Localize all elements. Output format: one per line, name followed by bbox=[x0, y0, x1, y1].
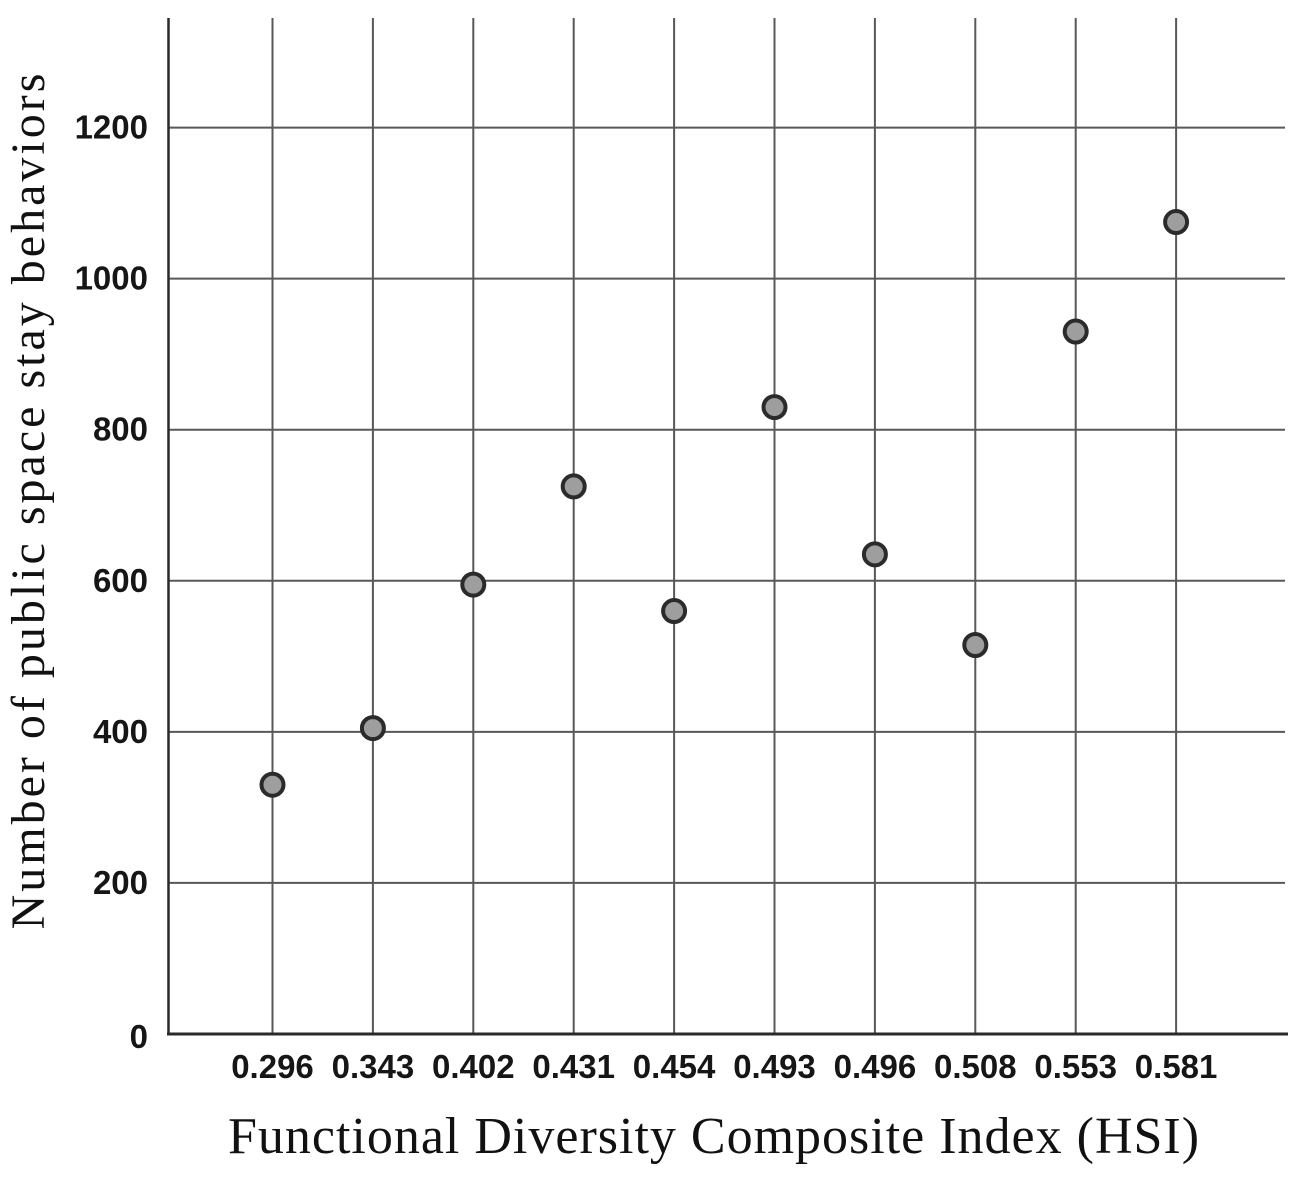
x-tick-label: 0.454 bbox=[633, 1048, 716, 1085]
data-point bbox=[259, 771, 286, 798]
y-tick-label: 1200 bbox=[75, 109, 148, 146]
data-point bbox=[359, 715, 386, 742]
x-tick-label: 0.402 bbox=[432, 1048, 515, 1085]
x-tick-label: 0.493 bbox=[733, 1048, 816, 1085]
x-tick-label: 0.296 bbox=[231, 1048, 314, 1085]
data-point bbox=[761, 394, 788, 421]
x-tick-label: 0.553 bbox=[1034, 1048, 1117, 1085]
gridlines bbox=[168, 18, 1285, 1034]
y-tick-label: 200 bbox=[93, 864, 148, 901]
data-point bbox=[1163, 209, 1190, 236]
x-tick-label: 0.431 bbox=[532, 1048, 615, 1085]
data-point bbox=[962, 632, 989, 659]
y-tick-label: 0 bbox=[130, 1018, 148, 1055]
tick-labels: 0 200 400 600 800 1000 1200 0.296 0.343 0.402 0.43… bbox=[75, 109, 1218, 1085]
x-tick-label: 0.343 bbox=[332, 1048, 415, 1085]
x-tick-label: 0.581 bbox=[1135, 1048, 1218, 1085]
y-tick-label: 400 bbox=[93, 713, 148, 750]
y-tick-label: 600 bbox=[93, 562, 148, 599]
data-point bbox=[661, 598, 688, 625]
x-tick-label: 0.508 bbox=[934, 1048, 1017, 1085]
x-axis-title: Functional Diversity Composite Index (HS… bbox=[228, 1108, 1200, 1165]
data-point bbox=[861, 541, 888, 568]
axes-spines bbox=[167, 18, 1288, 1036]
data-point bbox=[560, 473, 587, 500]
data-points bbox=[259, 209, 1190, 798]
y-axis-title: Number of public space stay behaviors bbox=[2, 71, 55, 930]
y-tick-label: 1000 bbox=[75, 260, 148, 297]
y-tick-label: 800 bbox=[93, 411, 148, 448]
data-point bbox=[460, 571, 487, 598]
data-point bbox=[1062, 318, 1089, 345]
x-tick-label: 0.496 bbox=[834, 1048, 917, 1085]
